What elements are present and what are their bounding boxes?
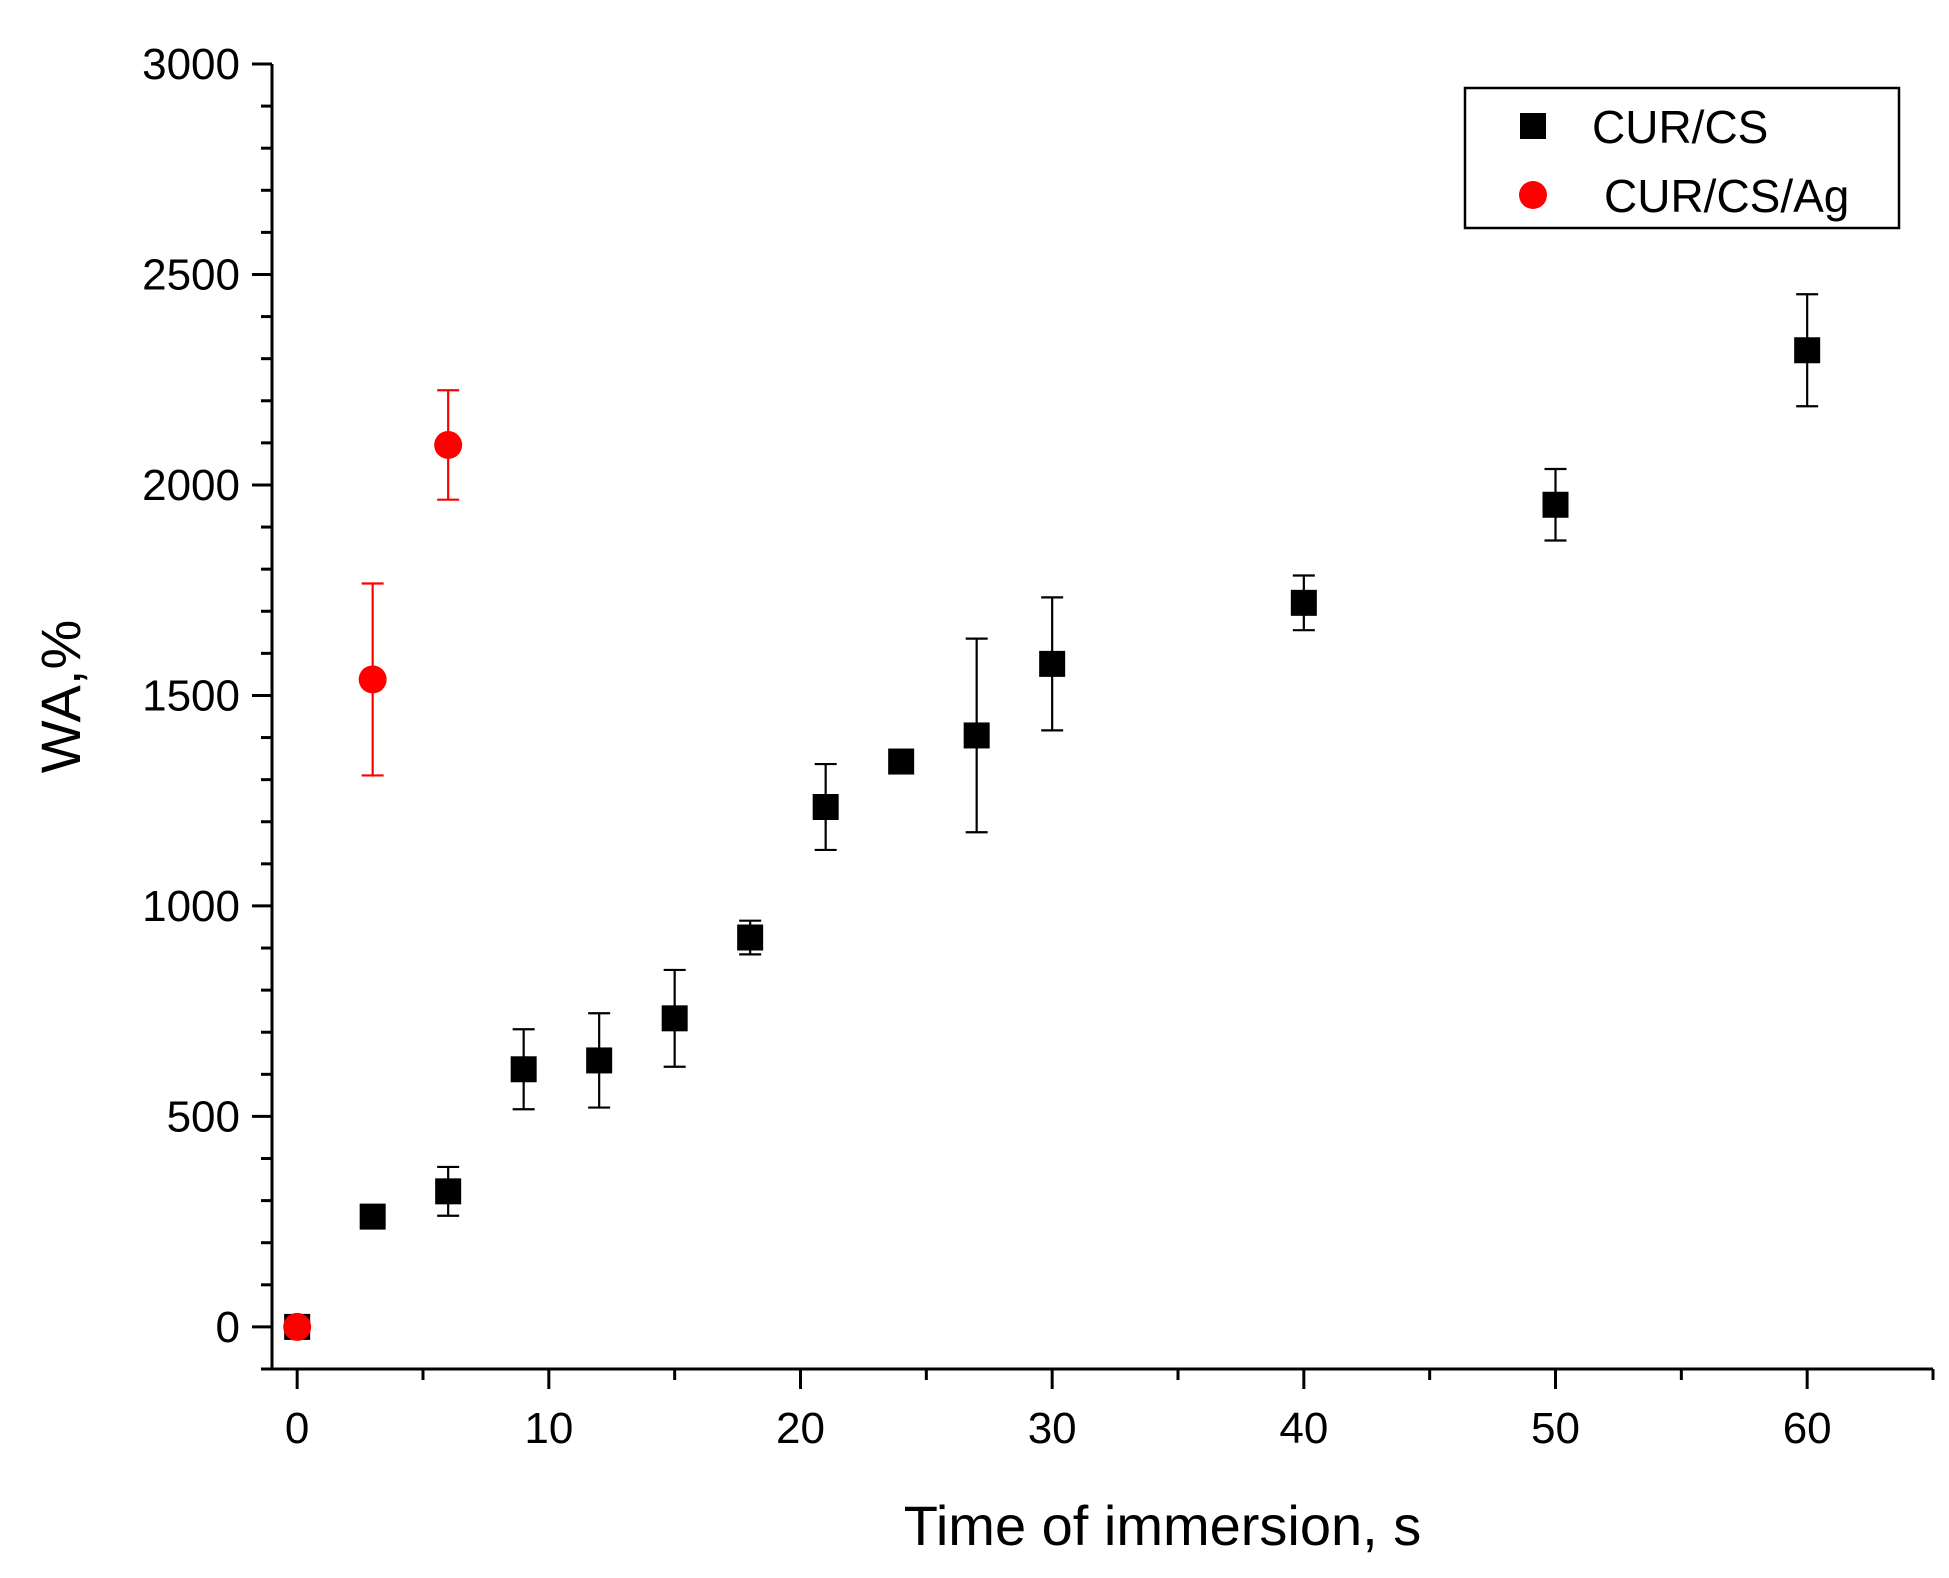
legend-marker-cur-cs — [1520, 113, 1546, 139]
legend-label-cur-cs-ag: CUR/CS/Ag — [1604, 170, 1849, 222]
data-point-cur-cs — [888, 748, 915, 775]
data-points — [283, 337, 1821, 1341]
y-axis-title: WA,% — [29, 620, 92, 773]
data-point-cur-cs — [812, 794, 839, 821]
data-point-cur-cs — [1542, 491, 1569, 518]
data-point-cur-cs — [435, 1178, 462, 1205]
y-tick-label: 0 — [216, 1303, 240, 1352]
x-tick-label: 50 — [1531, 1404, 1580, 1453]
data-point-cur-cs — [737, 924, 764, 951]
data-point-cur-cs — [963, 722, 990, 749]
x-tick-label: 20 — [776, 1404, 825, 1453]
y-tick-label: 3000 — [142, 40, 240, 89]
data-point-cur-cs — [586, 1047, 613, 1074]
tick-labels: 0 500 1000 1500 2000 2500 3000 0 10 20 30 40 50 60 — [142, 40, 1832, 1453]
legend: CUR/CS CUR/CS/Ag — [1463, 86, 1901, 230]
data-point-cur-cs-ag — [283, 1312, 312, 1341]
x-tick-label: 30 — [1028, 1404, 1077, 1453]
error-bars — [286, 293, 1819, 1337]
data-point-cur-cs-ag — [358, 665, 387, 694]
data-point-cur-cs — [359, 1203, 386, 1230]
x-tick-label: 40 — [1279, 1404, 1328, 1453]
x-axis-title: Time of immersion, s — [904, 1494, 1422, 1557]
y-tick-label: 1500 — [142, 671, 240, 720]
data-point-cur-cs — [661, 1005, 688, 1032]
y-tick-label: 1000 — [142, 882, 240, 931]
data-point-cur-cs — [1039, 650, 1066, 677]
x-tick-label: 10 — [524, 1404, 573, 1453]
data-point-cur-cs-ag — [434, 430, 463, 459]
y-tick-label: 500 — [167, 1092, 240, 1141]
data-point-cur-cs — [1290, 589, 1317, 616]
legend-marker-cur-cs-ag — [1519, 181, 1547, 209]
x-tick-label: 60 — [1783, 1404, 1832, 1453]
data-point-cur-cs — [1794, 337, 1821, 364]
legend-label-cur-cs: CUR/CS — [1592, 101, 1768, 153]
data-point-cur-cs — [510, 1056, 537, 1083]
y-tick-label: 2000 — [142, 461, 240, 510]
y-tick-label: 2500 — [142, 250, 240, 299]
x-tick-label: 0 — [285, 1404, 309, 1453]
axes — [252, 62, 1935, 1389]
